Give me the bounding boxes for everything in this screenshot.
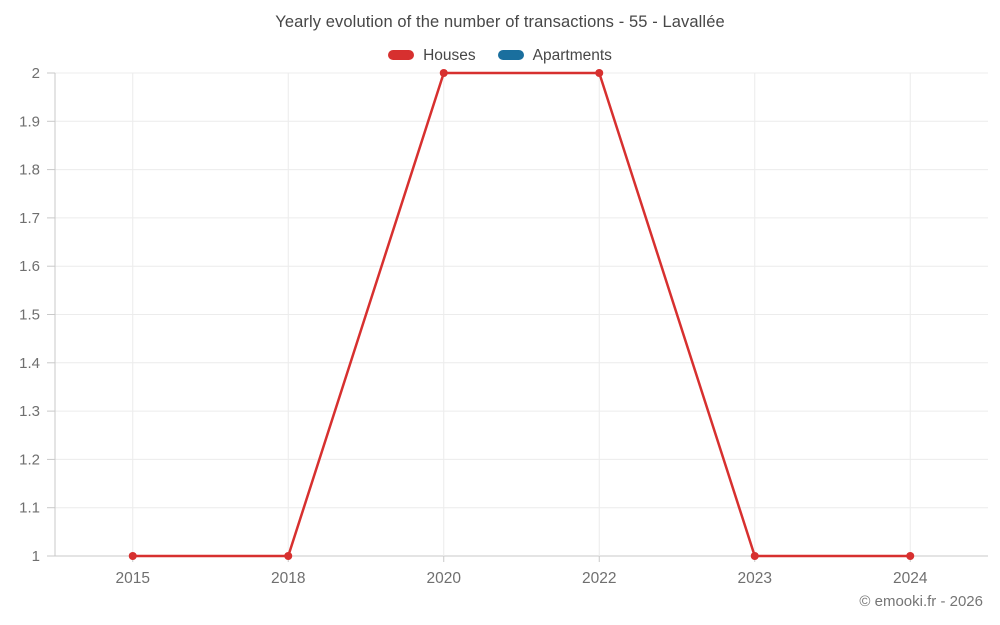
y-axis-label: 1.7 — [19, 210, 40, 227]
y-axis-label: 1.5 — [19, 307, 40, 324]
houses-data-point — [906, 552, 915, 560]
houses-data-point — [439, 69, 448, 77]
x-axis-label: 2022 — [582, 570, 616, 587]
x-axis-label: 2018 — [271, 570, 305, 587]
x-axis-label: 2020 — [427, 570, 462, 587]
legend-swatch-apartments — [497, 50, 524, 60]
legend-swatch-houses — [388, 50, 415, 60]
houses-data-point — [595, 69, 604, 77]
legend-label: Apartments — [532, 47, 612, 64]
x-axis-label: 2023 — [738, 570, 772, 587]
chart-legend: Houses Apartments — [0, 46, 1000, 66]
houses-data-point — [750, 552, 759, 560]
y-axis-label: 1.3 — [19, 403, 40, 420]
houses-series-line — [132, 71, 911, 558]
houses-data-point — [284, 552, 293, 560]
legend-item-apartments[interactable]: Apartments — [497, 46, 612, 66]
y-axis-label: 1.6 — [19, 258, 40, 275]
y-axis-label: 1.9 — [19, 113, 40, 130]
x-axis-label: 2015 — [116, 570, 150, 587]
y-axis-label: 1.2 — [19, 451, 40, 468]
legend-label: Houses — [423, 47, 476, 64]
y-axis-label: 2 — [32, 65, 40, 82]
y-axis-label: 1.8 — [19, 162, 40, 179]
copyright-text: © emooki.fr - 2026 — [859, 593, 983, 610]
houses-data-point — [128, 552, 137, 560]
y-axis-label: 1.1 — [19, 500, 40, 517]
y-axis-label: 1.4 — [19, 355, 40, 372]
x-axis-label: 2024 — [893, 570, 928, 587]
chart-title: Yearly evolution of the number of transa… — [275, 13, 725, 31]
legend-item-houses[interactable]: Houses — [388, 46, 476, 66]
y-axis-label: 1 — [32, 548, 40, 565]
